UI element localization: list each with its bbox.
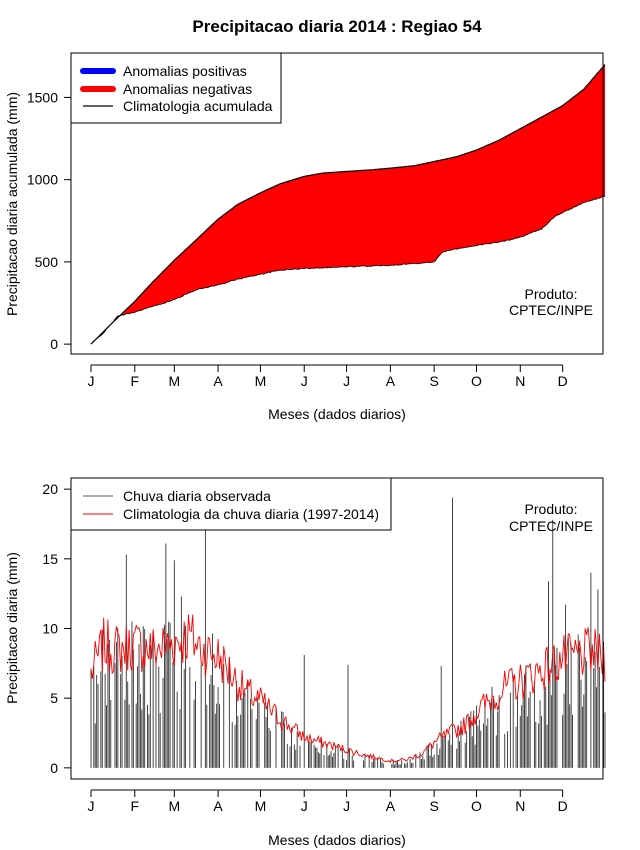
product-label: Produto: <box>525 286 578 302</box>
x-tick-label: F <box>130 798 139 814</box>
daily-precipitation-chart: 0 5 10 15 20 J F M A M J J A S O N D Precipitacao diari… <box>4 477 606 848</box>
y-tick-label: 5 <box>50 690 58 706</box>
accumulated-precipitation-chart: 0 500 1000 1500 J F M A M J J A S O N D Precipitacao d… <box>4 52 606 422</box>
x-tick-label: A <box>213 373 223 389</box>
climatology-accumulated-line <box>90 64 606 345</box>
legend-label: Climatologia acumulada <box>123 98 273 114</box>
legend-label: Chuva diaria observada <box>123 488 271 504</box>
y-tick-label: 15 <box>42 551 58 567</box>
observed-daily-bars <box>90 497 606 768</box>
negative-anomaly-area <box>91 64 605 345</box>
x-axis-title: Meses (dados diarios) <box>268 406 406 422</box>
x-tick-label: M <box>168 798 180 814</box>
x-tick-label: N <box>515 373 525 389</box>
y-tick-label: 0 <box>50 760 58 776</box>
x-tick-label: M <box>255 798 267 814</box>
y-axis: 0 500 1000 1500 <box>27 89 72 352</box>
y-tick-label: 1000 <box>27 172 58 188</box>
x-tick-label: J <box>88 798 95 814</box>
x-tick-label: J <box>301 373 308 389</box>
legend-label: Climatologia da chuva diaria (1997-2014) <box>123 506 379 522</box>
x-tick-label: J <box>301 798 308 814</box>
x-tick-label: A <box>213 798 223 814</box>
daily-climatology-line <box>90 614 606 764</box>
observed-accumulated-line <box>90 195 606 345</box>
product-label: CPTEC/INPE <box>509 302 593 318</box>
legend: Chuva diaria observada Climatologia da c… <box>70 477 392 531</box>
legend-label: Anomalias positivas <box>123 63 247 79</box>
x-tick-label: O <box>471 373 482 389</box>
x-tick-label: N <box>515 798 525 814</box>
x-tick-label: M <box>168 373 180 389</box>
x-tick-label: J <box>343 798 350 814</box>
legend-box <box>70 477 392 531</box>
legend: Anomalias positivas Anomalias negativas … <box>70 52 282 124</box>
x-tick-label: J <box>343 373 350 389</box>
y-axis: 0 5 10 15 20 <box>42 481 72 776</box>
x-tick-label: A <box>386 798 396 814</box>
x-tick-label: D <box>558 798 568 814</box>
y-tick-label: 1500 <box>27 89 58 105</box>
chart-title: Precipitacao diaria 2014 : Regiao 54 <box>192 17 482 36</box>
legend-label: Anomalias negativas <box>123 81 252 97</box>
product-label: Produto: <box>525 501 578 517</box>
y-tick-label: 20 <box>42 481 58 497</box>
product-label: CPTEC/INPE <box>509 518 593 534</box>
x-tick-label: S <box>429 798 438 814</box>
x-axis-title: Meses (dados diarios) <box>268 832 406 848</box>
plot-frame <box>70 52 604 355</box>
y-axis-title: Precipitacao diaria (mm) <box>4 552 20 704</box>
x-tick-label: A <box>386 373 396 389</box>
x-tick-label: J <box>88 373 95 389</box>
y-tick-label: 500 <box>35 254 59 270</box>
y-tick-label: 0 <box>50 336 58 352</box>
x-tick-label: O <box>471 798 482 814</box>
y-tick-label: 10 <box>42 621 58 637</box>
x-tick-label: M <box>255 373 267 389</box>
y-axis-title: Precipitacao diaria acumulada (mm) <box>4 92 20 316</box>
x-tick-label: D <box>558 373 568 389</box>
x-tick-label: F <box>130 373 139 389</box>
x-tick-label: S <box>429 373 438 389</box>
